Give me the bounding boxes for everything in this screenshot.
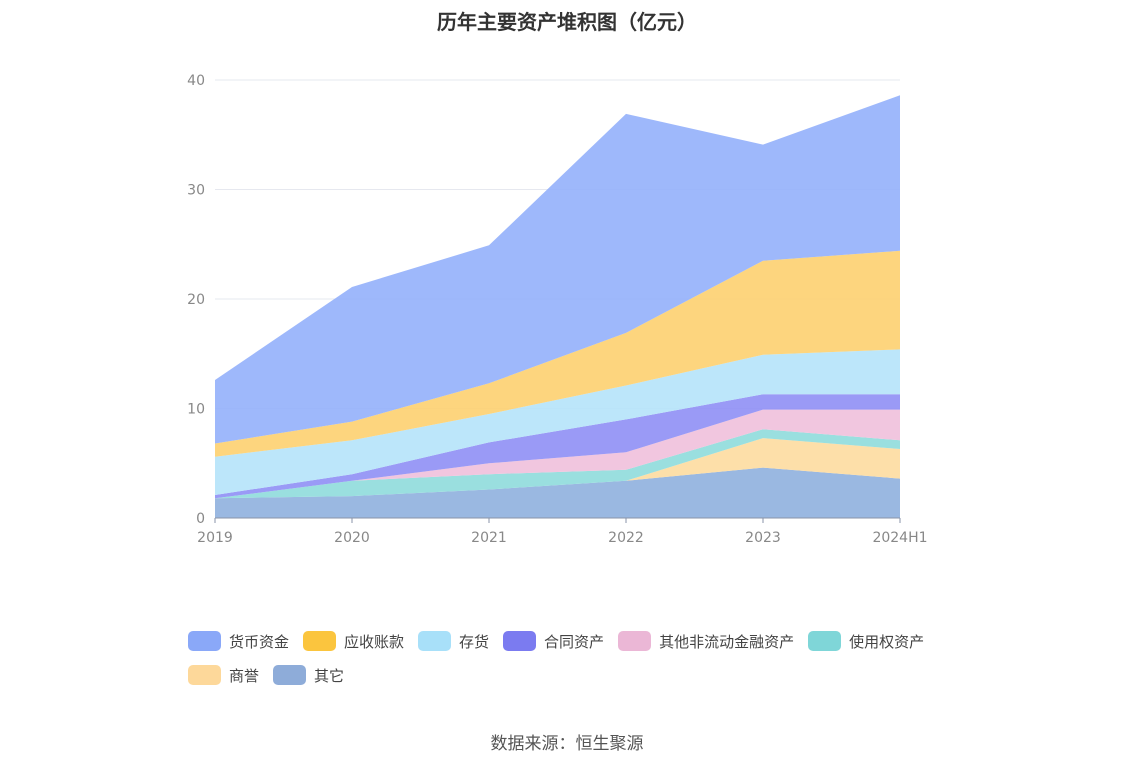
area-货币资金[interactable] [215, 95, 900, 444]
legend-label: 合同资产 [544, 632, 605, 651]
x-tick-label: 2023 [745, 530, 781, 546]
legend-item-cash[interactable]: 货币资金 [188, 630, 289, 652]
y-tick-label: 30 [187, 183, 205, 199]
legend-label: 其它 [314, 666, 345, 685]
area-商誉[interactable] [215, 438, 900, 499]
x-tick-label: 2021 [471, 530, 507, 546]
y-tick-label: 40 [187, 73, 205, 89]
area-存货[interactable] [215, 349, 900, 495]
legend-item-right-of-use[interactable]: 使用权资产 [808, 630, 924, 652]
legend-swatch [188, 631, 221, 651]
x-tick-label: 2019 [197, 530, 233, 546]
legend-swatch [808, 631, 842, 651]
legend-label: 货币资金 [229, 632, 290, 651]
area-使用权资产[interactable] [215, 429, 900, 499]
legend: 货币资金 应收账款 存货 合同资产 其他非流动金融资产 使用权资产 商誉 其它 [188, 630, 968, 686]
legend-item-contract-assets[interactable]: 合同资产 [503, 630, 604, 652]
y-tick-label: 10 [187, 402, 205, 418]
y-tick-label: 0 [196, 511, 205, 527]
legend-swatch [273, 665, 307, 685]
legend-item-inventory[interactable]: 存货 [418, 630, 489, 652]
legend-swatch [188, 665, 221, 685]
area-应收账款[interactable] [215, 250, 900, 457]
legend-swatch [418, 631, 452, 651]
axes: 0 10 20 30 40 2019 2020 2021 2022 2023 2024H1 [187, 73, 927, 546]
area-合同资产[interactable] [215, 394, 900, 499]
legend-label: 应收账款 [344, 632, 405, 651]
legend-label: 使用权资产 [849, 632, 925, 651]
chart-title: 历年主要资产堆积图（亿元） [437, 10, 697, 34]
legend-label: 存货 [459, 632, 490, 651]
area-series [215, 95, 900, 518]
area-其他非流动金融资产[interactable] [215, 409, 900, 499]
legend-item-other[interactable]: 其它 [273, 664, 344, 686]
legend-swatch [503, 631, 537, 651]
y-tick-label: 20 [187, 292, 205, 308]
data-source: 数据来源：恒生聚源 [490, 734, 644, 754]
area-其它[interactable] [215, 467, 900, 518]
x-tick-label: 2024H1 [872, 530, 927, 546]
legend-swatch [303, 631, 337, 651]
x-tick-label: 2020 [334, 530, 370, 546]
legend-swatch [618, 631, 652, 651]
legend-label: 其他非流动金融资产 [659, 632, 795, 651]
legend-item-other-noncurrent-financial[interactable]: 其他非流动金融资产 [618, 630, 794, 652]
legend-label: 商誉 [229, 666, 260, 685]
x-tick-label: 2022 [608, 530, 644, 546]
legend-item-receivables[interactable]: 应收账款 [303, 630, 404, 652]
legend-item-goodwill[interactable]: 商誉 [188, 664, 259, 686]
